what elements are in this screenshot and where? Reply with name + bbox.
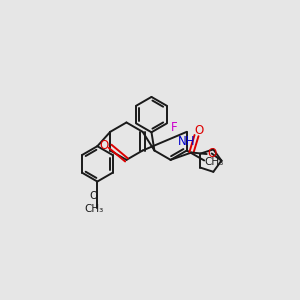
Text: O: O [207,147,216,160]
Text: O: O [90,191,98,201]
Text: CH₃: CH₃ [84,204,104,214]
Text: NH: NH [178,135,196,148]
Text: O: O [99,139,108,152]
Text: CH₃: CH₃ [204,157,223,167]
Text: O: O [195,124,204,137]
Text: F: F [171,121,177,134]
